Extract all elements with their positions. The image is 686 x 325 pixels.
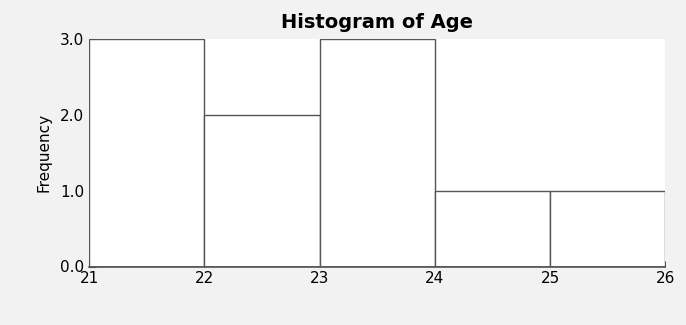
Y-axis label: Frequency: Frequency — [37, 113, 51, 192]
Bar — [320, 39, 435, 266]
Title: Histogram of Age: Histogram of Age — [281, 13, 473, 32]
Bar — [435, 191, 550, 266]
Bar — [89, 39, 204, 266]
Bar — [550, 191, 665, 266]
Bar — [204, 115, 320, 266]
